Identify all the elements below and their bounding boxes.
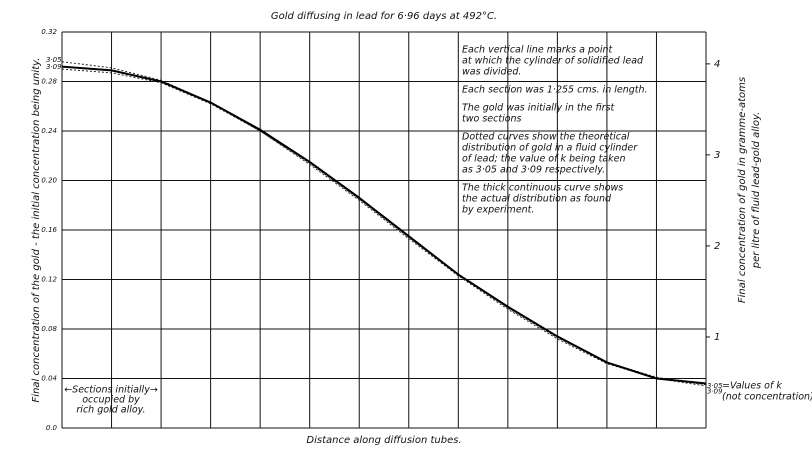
series-label: 3·05: [46, 56, 62, 64]
y2-tick-label: 2: [714, 241, 720, 252]
note-text: of lead; the value of k being taken: [462, 154, 626, 165]
y-tick-label: 0.20: [41, 177, 57, 185]
k-note: =Values of k: [722, 381, 782, 392]
y-tick-label: 0.24: [41, 127, 57, 135]
x-axis-label: Distance along diffusion tubes.: [306, 435, 461, 446]
note-text: Each vertical line marks a point: [462, 45, 613, 56]
data-line: [61, 65, 707, 385]
series-label: 3·05: [707, 382, 723, 390]
y-tick-label: 0.16: [41, 226, 57, 234]
y2-axis-label: Final concentration of gold in gramme-at…: [737, 77, 748, 303]
y-axis-label: Final concentration of the gold - the in…: [31, 58, 42, 403]
y-tick-label: 0.12: [41, 276, 57, 284]
data-line: [61, 68, 707, 386]
note-text: the actual distribution as found: [462, 194, 612, 205]
y2-tick-label: 4: [714, 59, 720, 70]
y-tick-label: 0.04: [41, 375, 57, 383]
note-text: Dotted curves show the theoretical: [462, 132, 630, 143]
series-label: 3·09: [46, 63, 62, 71]
y2-tick-label: 1: [714, 332, 720, 343]
note-text: as 3·05 and 3·09 respectively.: [462, 165, 605, 176]
note-text: two sections: [462, 114, 522, 125]
section-note: occupied by: [82, 395, 140, 406]
y2-axis-label: per litre of fluid lead-gold alloy.: [751, 112, 762, 270]
note-text: was divided.: [462, 67, 521, 78]
y-tick-label: 0.32: [41, 28, 57, 36]
y2-tick-label: 3: [714, 150, 720, 161]
y-tick-label: 0.28: [41, 78, 57, 86]
data-line: [61, 61, 707, 387]
note-text: distribution of gold in a fluid cylinder: [462, 143, 638, 154]
y-tick-label: 0.0: [46, 424, 58, 432]
note-text: The gold was initially in the first: [462, 103, 615, 114]
series-label: 3·09: [707, 388, 723, 396]
chart-title: Gold diffusing in lead for 6·96 days at …: [271, 11, 497, 22]
y-tick-label: 0.08: [41, 325, 57, 333]
note-text: The thick continuous curve shows: [462, 183, 623, 194]
section-note: rich gold alloy.: [76, 405, 145, 416]
k-note: (not concentration): [722, 392, 812, 403]
note-text: Each section was 1·255 cms. in length.: [462, 85, 648, 96]
note-text: by experiment.: [462, 205, 534, 216]
section-note: ←Sections initially→: [64, 385, 158, 396]
note-text: at which the cylinder of solidified lead: [462, 56, 644, 67]
